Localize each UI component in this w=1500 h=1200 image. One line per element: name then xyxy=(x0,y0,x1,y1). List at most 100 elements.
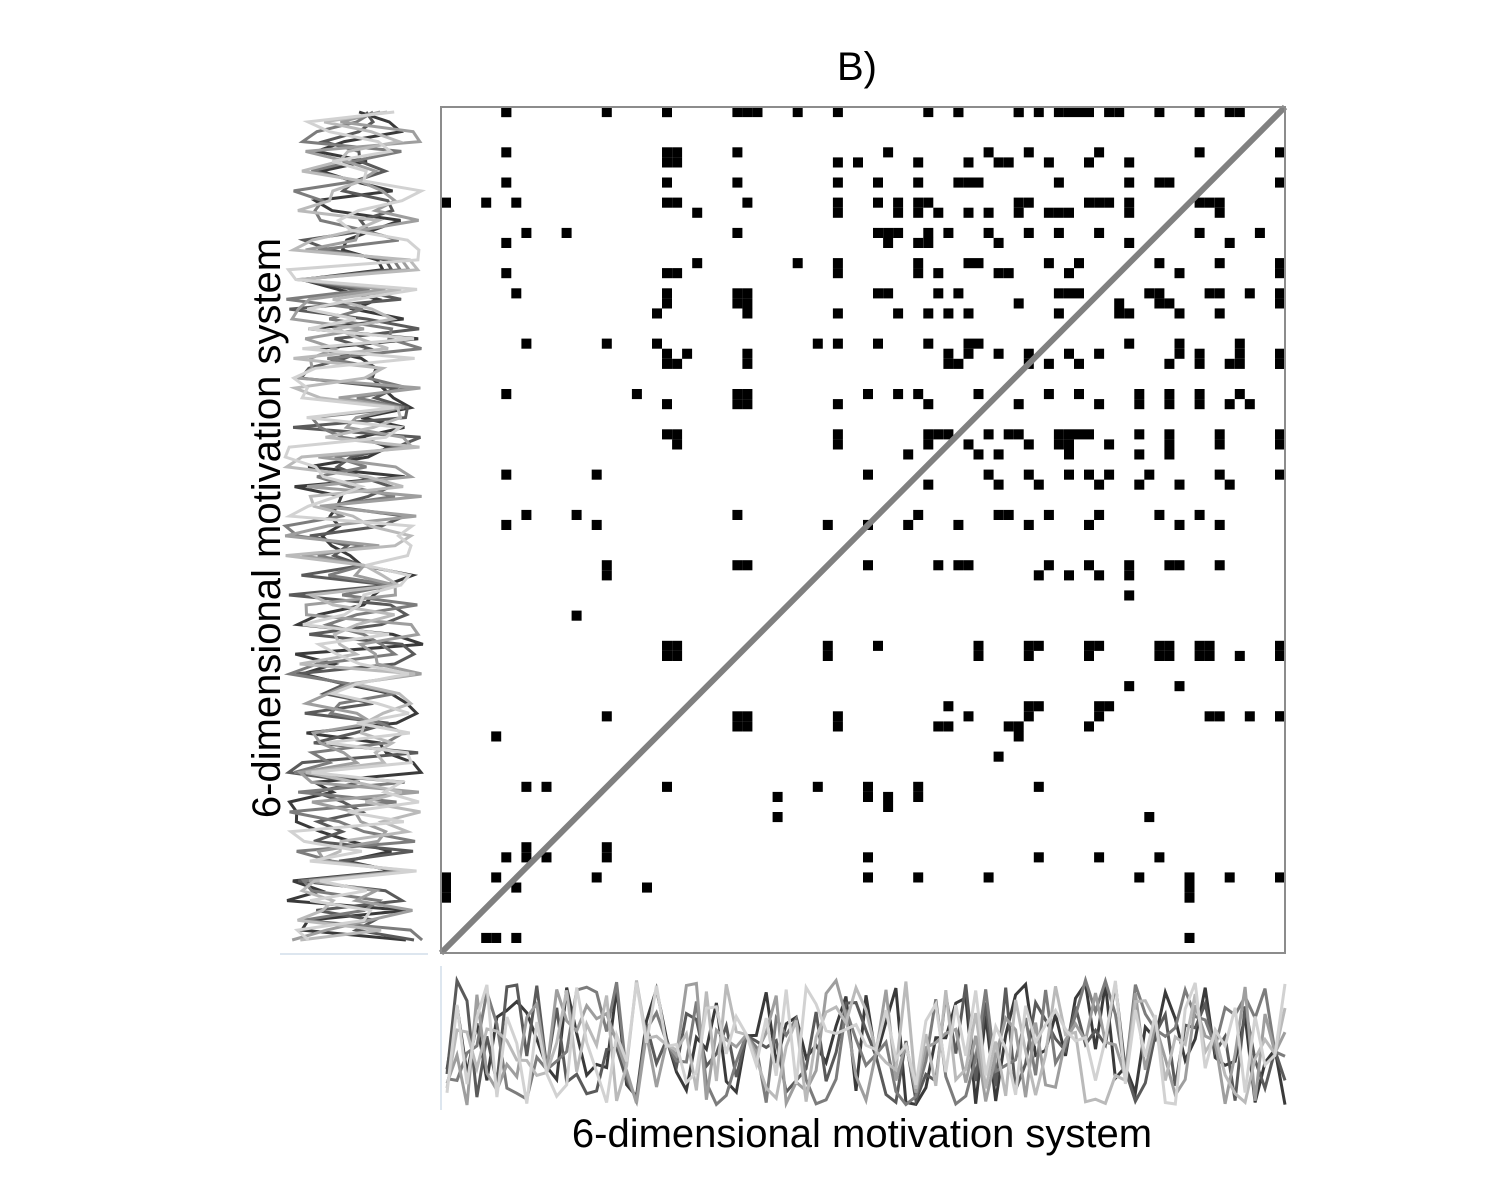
recurrence-point xyxy=(1033,479,1044,490)
recurrence-point xyxy=(521,227,532,238)
recurrence-point xyxy=(1194,107,1205,118)
recurrence-point xyxy=(893,308,904,319)
recurrence-point xyxy=(923,308,934,319)
recurrence-point xyxy=(1023,711,1034,722)
recurrence-point xyxy=(1244,288,1255,299)
recurrence-point xyxy=(1053,429,1064,440)
left-series-line xyxy=(282,110,421,942)
recurrence-point xyxy=(933,268,944,279)
recurrence-point xyxy=(732,721,743,732)
recurrence-point xyxy=(662,268,672,279)
recurrence-point xyxy=(1013,298,1024,309)
recurrence-point xyxy=(1194,147,1205,158)
recurrence-point xyxy=(893,389,904,400)
recurrence-point xyxy=(662,358,672,369)
recurrence-point xyxy=(1164,640,1175,651)
recurrence-point xyxy=(1275,177,1285,188)
recurrence-point xyxy=(1084,640,1094,651)
recurrence-point xyxy=(792,258,803,269)
recurrence-point xyxy=(601,338,612,349)
recurrence-point xyxy=(1023,469,1034,480)
recurrence-point xyxy=(672,157,683,168)
recurrence-point xyxy=(1023,147,1034,158)
recurrence-point xyxy=(662,157,672,168)
bottom-series-line xyxy=(446,974,1286,1107)
recurrence-point xyxy=(832,157,843,168)
recurrence-point xyxy=(983,469,994,480)
recurrence-point xyxy=(832,258,843,269)
bottom-series-line xyxy=(445,980,1287,1106)
recurrence-point xyxy=(1244,711,1255,722)
recurrence-point xyxy=(873,177,883,188)
recurrence-point xyxy=(1124,177,1135,188)
recurrence-point xyxy=(822,640,833,651)
recurrence-point xyxy=(672,268,683,279)
recurrence-point xyxy=(742,389,753,400)
recurrence-point xyxy=(732,298,743,309)
recurrence-point xyxy=(993,348,1004,359)
recurrence-point xyxy=(913,207,924,218)
recurrence-point xyxy=(1275,147,1285,158)
recurrence-point xyxy=(1194,399,1205,410)
recurrence-point xyxy=(1114,107,1125,118)
recurrence-point xyxy=(943,227,954,238)
recurrence-point xyxy=(943,721,954,732)
recurrence-point xyxy=(662,348,672,359)
recurrence-point xyxy=(1043,389,1054,400)
recurrence-point xyxy=(832,107,843,118)
recurrence-point xyxy=(1234,650,1245,661)
recurrence-point xyxy=(501,237,512,248)
recurrence-point xyxy=(1084,107,1094,118)
recurrence-point xyxy=(1275,469,1285,480)
recurrence-point xyxy=(983,429,994,440)
recurrence-point xyxy=(662,640,672,651)
recurrence-point xyxy=(662,107,672,118)
recurrence-point xyxy=(1064,348,1074,359)
recurrence-point xyxy=(993,479,1004,490)
recurrence-point xyxy=(1033,570,1044,581)
recurrence-point xyxy=(1154,177,1165,188)
recurrence-point xyxy=(863,852,873,863)
recurrence-point xyxy=(943,308,954,319)
recurrence-point xyxy=(1214,429,1225,440)
recurrence-point xyxy=(1275,288,1285,299)
recurrence-point xyxy=(1043,509,1054,520)
recurrence-point xyxy=(1003,157,1014,168)
recurrence-point xyxy=(933,721,944,732)
recurrence-point xyxy=(883,791,894,802)
recurrence-point xyxy=(1164,389,1175,400)
recurrence-point xyxy=(1094,227,1105,238)
recurrence-point xyxy=(1084,560,1094,571)
recurrence-point xyxy=(1023,227,1034,238)
recurrence-point xyxy=(601,570,612,581)
recurrence-point xyxy=(1124,560,1135,571)
recurrence-point xyxy=(1094,479,1105,490)
recurrence-point xyxy=(853,157,863,168)
x-axis-label: 6-dimensional motivation system xyxy=(572,1112,1152,1156)
recurrence-point xyxy=(1204,197,1215,208)
recurrence-point xyxy=(1194,509,1205,520)
recurrence-point xyxy=(441,197,451,208)
plot-frame xyxy=(440,106,1286,954)
recurrence-point xyxy=(1094,852,1105,863)
recurrence-point xyxy=(1234,107,1245,118)
recurrence-point xyxy=(963,711,974,722)
recurrence-point xyxy=(1124,207,1135,218)
recurrence-point xyxy=(1164,298,1175,309)
recurrence-point xyxy=(963,258,974,269)
recurrence-point xyxy=(501,107,512,118)
recurrence-point xyxy=(441,872,451,883)
recurrence-point xyxy=(1134,389,1145,400)
recurrence-point xyxy=(1074,107,1084,118)
recurrence-point xyxy=(662,650,672,661)
recurrence-point xyxy=(1043,207,1054,218)
recurrence-point xyxy=(1164,560,1175,571)
recurrence-point xyxy=(983,207,994,218)
recurrence-point xyxy=(953,288,964,299)
recurrence-point xyxy=(601,842,612,853)
recurrence-point xyxy=(1124,197,1135,208)
recurrence-point xyxy=(732,509,743,520)
recurrence-point xyxy=(1023,640,1034,651)
recurrence-point xyxy=(1104,197,1115,208)
recurrence-point xyxy=(1124,237,1135,248)
